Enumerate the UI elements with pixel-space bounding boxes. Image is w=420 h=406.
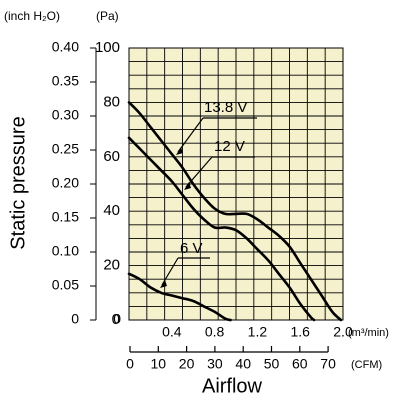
- pa-tick-label: 60: [103, 148, 120, 165]
- axes-layer: [90, 47, 329, 353]
- y-axis-title: Static pressure: [7, 116, 29, 249]
- series-layer: 13.8 V 12 V 6 V: [127, 99, 343, 322]
- series-line-0: [127, 101, 343, 322]
- pa-tick-label: 0: [112, 311, 120, 328]
- series-label: 12 V: [214, 138, 245, 155]
- plot-frame: [128, 47, 344, 321]
- pa-zero-label: 0: [113, 311, 121, 327]
- pa-tick-label: 40: [103, 202, 120, 219]
- text-layer: 00.050.100.150.200.250.300.350.400204060…: [4, 9, 389, 397]
- series-leader-line: [177, 117, 204, 153]
- m3-tick-label: 1.6: [290, 324, 310, 340]
- inch-unit-label: (inch H₂O): [4, 9, 60, 23]
- m3-unit-label: (m³/min): [348, 327, 389, 339]
- series-leader-arrow: [176, 147, 183, 155]
- series-line-2: [127, 272, 232, 322]
- cfm-tick-label: 0: [126, 356, 134, 372]
- inch-tick-label: 0.05: [52, 277, 79, 293]
- m3-tick-label: 2.0: [333, 324, 353, 340]
- pa-tick-label: 100: [95, 39, 120, 56]
- cfm-tick-label: 20: [179, 356, 195, 372]
- inch-tick-label: 0.15: [52, 209, 79, 225]
- series-leader-line: [185, 156, 213, 188]
- series-line-1: [127, 136, 316, 322]
- pa-tick-label: 80: [103, 93, 120, 110]
- m3-tick-label: 1.2: [248, 324, 268, 340]
- grid: [129, 48, 343, 320]
- inch-tick-label: 0.30: [52, 107, 79, 123]
- m3-tick-label: 0.4: [162, 324, 182, 340]
- cfm-tick-label: 30: [207, 356, 223, 372]
- series-leader-arrow: [160, 280, 167, 288]
- x-axis-title: Airflow: [202, 375, 263, 397]
- inch-tick-label: 0.35: [52, 73, 79, 89]
- series-leader-arrow: [184, 182, 191, 190]
- cfm-tick-label: 60: [292, 356, 308, 372]
- inch-tick-label: 0.20: [52, 175, 79, 191]
- pa-unit-label: (Pa): [96, 9, 119, 23]
- inch-tick-label: 0: [71, 311, 79, 327]
- series-label: 6 V: [180, 240, 203, 257]
- cfm-tick-label: 40: [235, 356, 251, 372]
- cfm-tick-label: 70: [320, 356, 336, 372]
- cfm-tick-label: 50: [264, 356, 280, 372]
- inch-tick-label: 0.40: [52, 39, 79, 55]
- m3-tick-label: 0.8: [205, 324, 225, 340]
- pa-tick-label: 20: [103, 257, 120, 274]
- inch-tick-label: 0.25: [52, 141, 79, 157]
- cfm-unit-label: (CFM): [351, 359, 382, 371]
- series-leader-line: [161, 257, 179, 286]
- cfm-tick-label: 10: [151, 356, 167, 372]
- series-label: 13.8 V: [204, 99, 247, 116]
- inch-tick-label: 0.10: [52, 243, 79, 259]
